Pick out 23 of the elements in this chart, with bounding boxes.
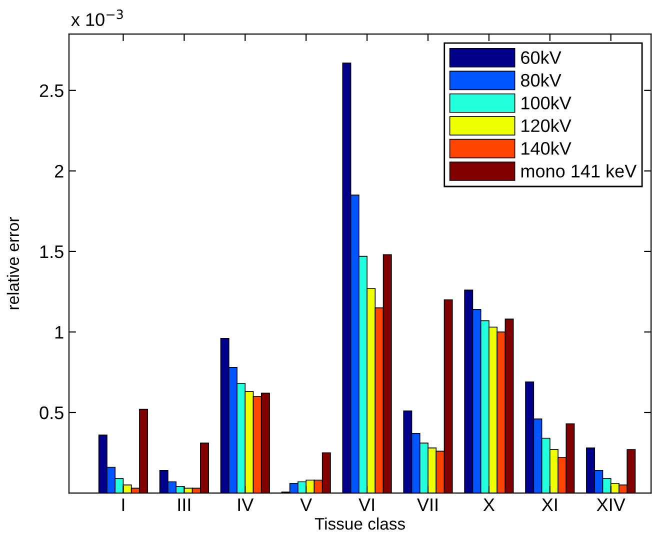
legend-label: mono 141 keV (521, 164, 637, 178)
y-tick-label: 1 (55, 326, 64, 339)
y-tick-label: 0.5 (40, 406, 64, 420)
y-tick-label: 2 (54, 164, 64, 178)
legend-label: 60kV (521, 50, 562, 64)
y-axis-title: relative error (6, 217, 20, 310)
legend-label: 100kV (522, 96, 572, 110)
y-tick-label: 2.5 (40, 84, 64, 98)
y-tick-label: 1.5 (40, 246, 64, 258)
x-tick-label: I (122, 498, 124, 511)
legend-label: 140kV (522, 142, 572, 155)
text: x 10$^{−3}$ (71, 10, 123, 26)
x-tick-label: XI (542, 498, 557, 511)
x-tick-label: VII (417, 498, 438, 511)
legend-label: 120kV (522, 118, 572, 132)
x-tick-label: III (178, 498, 190, 511)
x-tick-label: VI (358, 498, 374, 511)
x-axis-title: Tissue class (314, 517, 405, 530)
x-tick-label: IV (238, 498, 254, 511)
x-tick-label: V (300, 498, 312, 511)
x-tick-label: XIV (596, 498, 626, 511)
x-tick-label: X (483, 498, 495, 511)
legend-label: 80kV (521, 73, 562, 87)
